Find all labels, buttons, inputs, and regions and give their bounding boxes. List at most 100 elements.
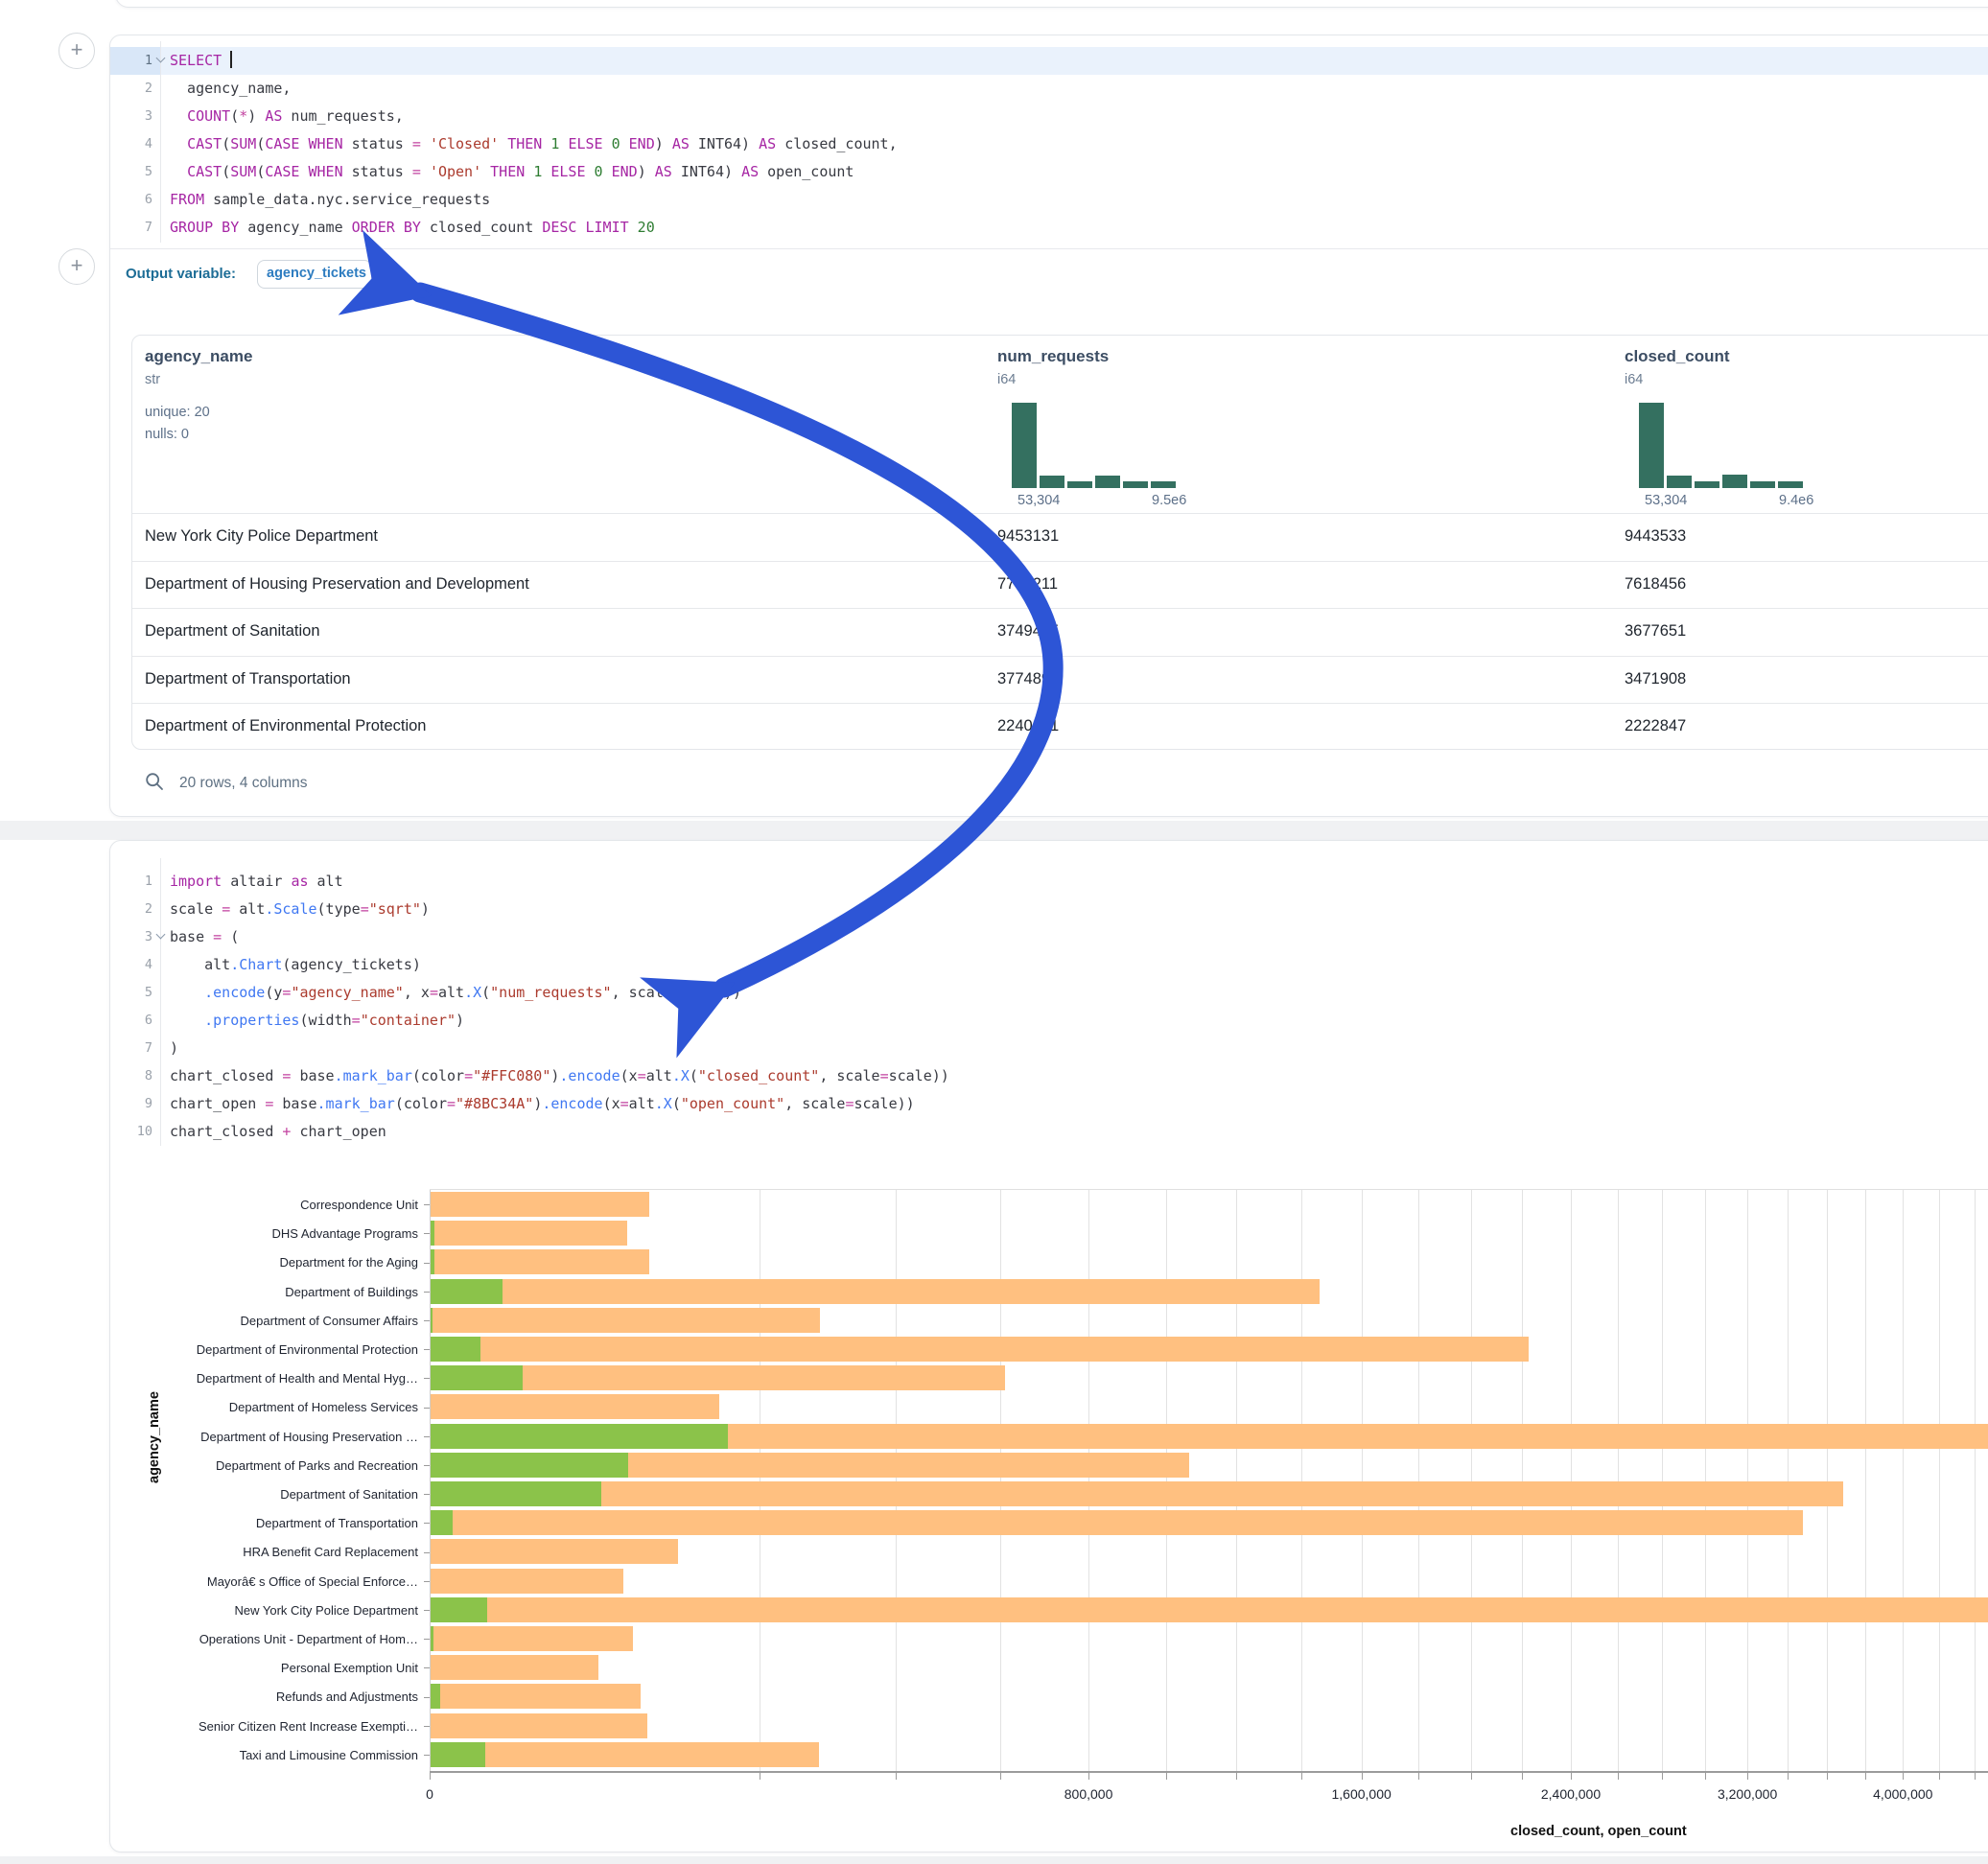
gridline [1747,1190,1748,1771]
fold-caret-icon[interactable] [156,54,166,63]
table-cell[interactable]: 7618456 [1625,575,1686,594]
y-axis-label: Operations Unit - Department of Hom… [130,1632,418,1646]
gridline [1522,1190,1523,1771]
code-line[interactable]: .properties(width="container") [170,1007,464,1035]
table-cell[interactable]: 9453131 [997,527,1059,546]
table-cell[interactable]: Department of Sanitation [145,622,320,641]
closed-count-bar[interactable] [431,1192,649,1217]
y-axis-tick [424,1292,430,1293]
open-count-bar[interactable] [431,1308,433,1333]
open-count-bar[interactable] [431,1453,628,1478]
table-separator [132,561,1988,562]
y-axis-label: Department of Transportation [130,1516,418,1530]
open-count-bar[interactable] [431,1626,433,1651]
add-cell-button-middle[interactable]: + [58,248,95,285]
add-cell-button-top[interactable]: + [58,33,95,69]
table-cell[interactable]: Department of Transportation [145,670,351,688]
table-cell[interactable]: 3749485 [997,622,1059,641]
closed-count-bar[interactable] [431,1539,678,1564]
open-count-bar[interactable] [431,1510,453,1535]
table-cell[interactable]: Department of Environmental Protection [145,717,426,735]
code-line[interactable]: FROM sample_data.nyc.service_requests [170,186,490,214]
open-count-bar[interactable] [431,1279,503,1304]
y-axis-tick [424,1552,430,1553]
closed-count-bar[interactable] [431,1221,627,1246]
code-line[interactable]: .encode(y="agency_name", x=alt.X("num_re… [170,979,741,1007]
closed-count-bar[interactable] [431,1510,1803,1535]
table-separator [132,656,1988,657]
table-cell[interactable]: 3677651 [1625,622,1686,641]
closed-count-bar[interactable] [431,1742,819,1767]
table-cell[interactable]: 3471908 [1625,670,1686,688]
code-line[interactable]: chart_closed = base.mark_bar(color="#FFC… [170,1062,949,1090]
histogram-bar [1095,476,1120,488]
column-header[interactable]: agency_name [145,347,252,366]
y-axis-label: Correspondence Unit [130,1198,418,1212]
code-line[interactable]: chart_open = base.mark_bar(color="#8BC34… [170,1090,915,1118]
y-axis-tick [424,1726,430,1727]
closed-count-bar[interactable] [431,1481,1843,1506]
open-count-bar[interactable] [431,1424,728,1449]
open-count-bar[interactable] [431,1742,485,1767]
table-separator [132,513,1988,514]
gridline [1827,1190,1828,1771]
histogram-bar [1012,403,1037,488]
table-cell[interactable]: 7782211 [997,575,1058,594]
fold-caret-icon[interactable] [156,930,166,940]
closed-count-bar[interactable] [431,1713,647,1738]
code-line[interactable]: CAST(SUM(CASE WHEN status = 'Open' THEN … [170,158,854,186]
code-line[interactable]: ) [170,1035,178,1062]
code-line[interactable]: scale = alt.Scale(type="sqrt") [170,896,430,923]
closed-count-bar[interactable] [431,1279,1320,1304]
closed-count-bar[interactable] [431,1626,633,1651]
closed-count-bar[interactable] [431,1394,719,1419]
code-line[interactable]: import altair as alt [170,868,343,896]
y-axis-tick [424,1523,430,1524]
y-axis-label: Taxi and Limousine Commission [130,1748,418,1762]
x-axis-tick-label: 2,400,000 [1541,1786,1601,1802]
closed-count-bar[interactable] [431,1597,1988,1622]
closed-count-bar[interactable] [431,1684,641,1709]
gridline [1301,1190,1302,1771]
table-cell[interactable]: 2240041 [997,717,1059,735]
closed-count-bar[interactable] [431,1308,820,1333]
column-header[interactable]: closed_count [1625,347,1730,366]
code-line[interactable]: CAST(SUM(CASE WHEN status = 'Closed' THE… [170,130,898,158]
code-line[interactable]: agency_name, [170,75,291,103]
closed-count-bar[interactable] [431,1655,598,1680]
x-axis-tick-label: 0 [426,1786,433,1802]
open-count-bar[interactable] [431,1337,480,1362]
x-axis-tick [1827,1773,1828,1780]
open-count-bar[interactable] [431,1684,440,1709]
closed-count-bar[interactable] [431,1337,1529,1362]
code-line[interactable]: GROUP BY agency_name ORDER BY closed_cou… [170,214,655,242]
gridline [896,1190,897,1771]
code-line[interactable]: base = ( [170,923,239,951]
y-axis-tick [424,1233,430,1234]
open-count-bar[interactable] [431,1249,434,1274]
code-line[interactable]: SELECT [170,47,232,75]
y-axis-label: Department of Consumer Affairs [130,1314,418,1328]
search-icon[interactable] [145,772,164,791]
column-header[interactable]: num_requests [997,347,1109,366]
y-axis-label: Department of Housing Preservation … [130,1430,418,1444]
closed-count-bar[interactable] [431,1569,623,1594]
gridline [1788,1190,1789,1771]
x-axis-tick [1000,1773,1001,1780]
code-line[interactable]: alt.Chart(agency_tickets) [170,951,421,979]
table-cell[interactable]: 9443533 [1625,527,1686,546]
gridline [1662,1190,1663,1771]
open-count-bar[interactable] [431,1481,601,1506]
table-cell[interactable]: Department of Housing Preservation and D… [145,575,529,594]
output-variable-pill[interactable]: agency_tickets [257,260,372,289]
open-count-bar[interactable] [431,1365,523,1390]
code-line[interactable]: COUNT(*) AS num_requests, [170,103,404,130]
closed-count-bar[interactable] [431,1249,649,1274]
table-cell[interactable]: 2222847 [1625,717,1686,735]
histogram-bar [1778,481,1803,488]
code-line[interactable]: chart_closed + chart_open [170,1118,386,1146]
open-count-bar[interactable] [431,1597,487,1622]
open-count-bar[interactable] [431,1221,434,1246]
table-cell[interactable]: 3774892 [997,670,1059,688]
table-cell[interactable]: New York City Police Department [145,527,378,546]
